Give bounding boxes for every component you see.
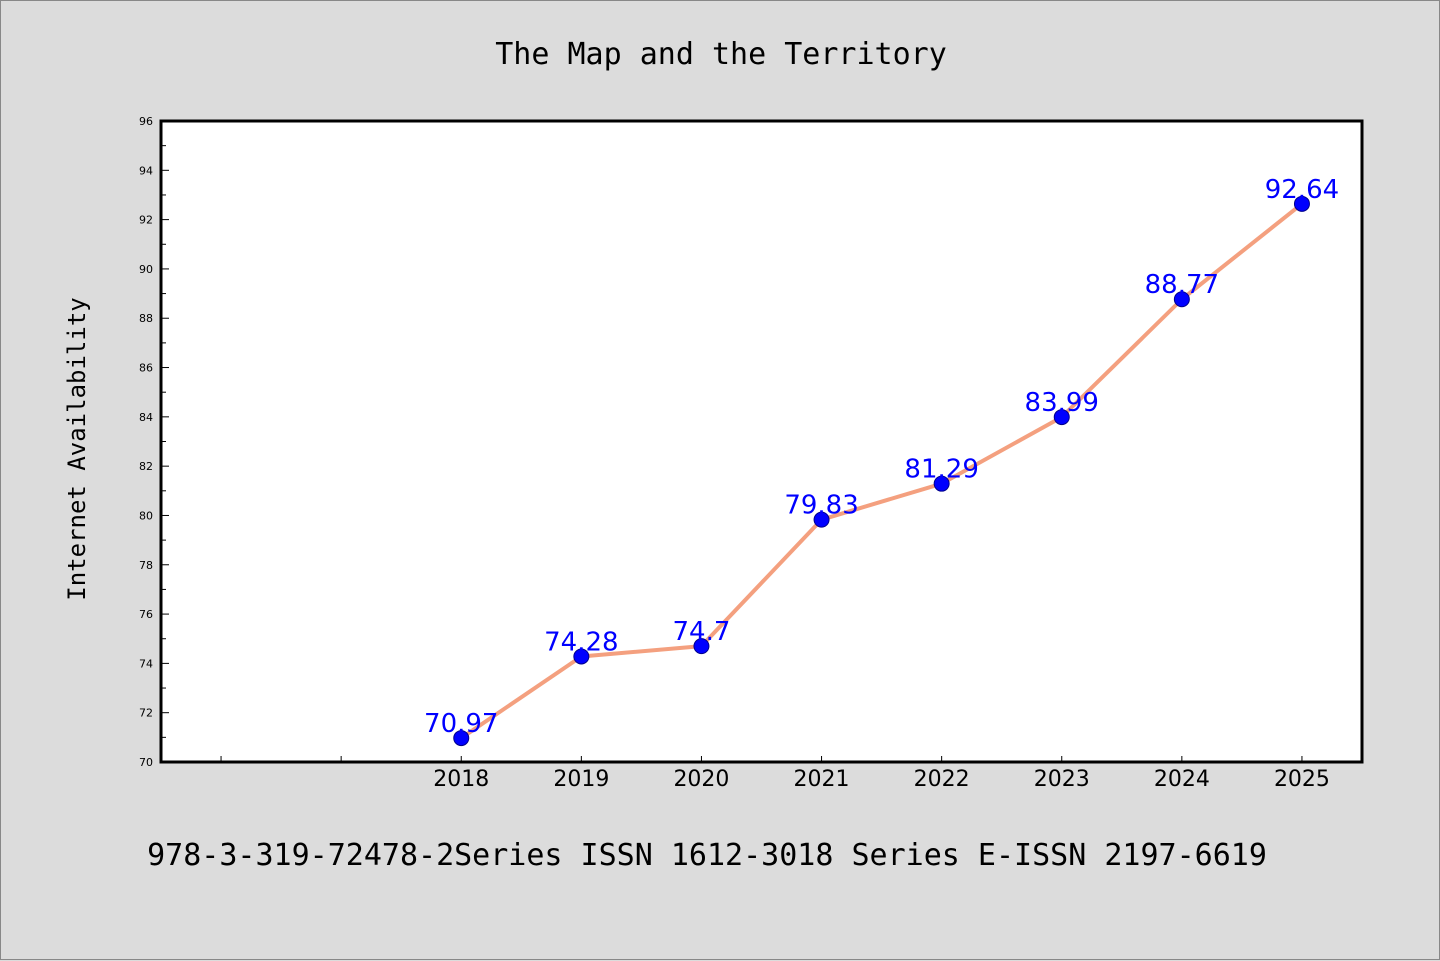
data-label: 74.7 — [673, 617, 731, 647]
data-label: 88.77 — [1145, 270, 1219, 300]
y-tick-label: 78 — [139, 559, 153, 572]
x-axis: 2018 2019 2020 2021 2022 2023 2024 2025 — [220, 756, 1330, 792]
data-label: 74.28 — [544, 627, 618, 657]
y-axis: 70 72 74 76 78 80 82 84 86 88 90 92 94 96 — [139, 115, 169, 769]
x-tick-label: 2022 — [914, 767, 970, 792]
plot-border — [159, 119, 1364, 764]
data-point-marker — [933, 475, 950, 492]
series-layer — [453, 195, 1310, 747]
chart-title: The Map and the Territory — [495, 37, 947, 72]
data-point-marker — [453, 730, 470, 747]
data-label: 79.83 — [784, 491, 858, 521]
data-point-marker — [1173, 291, 1190, 308]
y-tick-label: 80 — [139, 509, 153, 522]
data-label: 92.64 — [1265, 175, 1339, 205]
data-point-marker — [1293, 195, 1310, 212]
data-point-marker — [813, 511, 830, 528]
x-tick-label: 2024 — [1154, 767, 1210, 792]
y-tick-label: 76 — [139, 608, 153, 621]
y-tick-label: 94 — [139, 164, 153, 177]
x-tick-label: 2020 — [673, 767, 729, 792]
y-tick-label: 96 — [139, 115, 153, 128]
y-tick-label: 84 — [139, 411, 153, 424]
data-label: 83.99 — [1025, 388, 1099, 418]
y-tick-label: 92 — [139, 214, 153, 227]
y-tick-label: 72 — [139, 707, 153, 720]
x-tick-label: 2018 — [433, 767, 489, 792]
series-line — [460, 202, 1304, 740]
y-tick-label: 82 — [139, 460, 153, 473]
y-tick-label: 74 — [139, 657, 153, 670]
y-tick-label: 86 — [139, 362, 153, 375]
data-point-marker — [573, 648, 590, 665]
footer-isbn-text: 978-3-319-72478-2Series ISSN 1612-3018 S… — [147, 838, 1267, 873]
x-tick-label: 2021 — [794, 767, 850, 792]
y-axis-label: Internet Availability — [63, 297, 91, 600]
data-label: 81.29 — [904, 455, 978, 485]
y-tick-label: 88 — [139, 312, 153, 325]
y-tick-label: 70 — [139, 756, 153, 769]
data-point-marker — [1053, 409, 1070, 426]
plot-area — [161, 121, 1362, 762]
data-label: 70.97 — [424, 709, 498, 739]
data-label-layer: 70.97 74.28 74.7 79.83 81.29 83.99 88.77 92.64 — [424, 175, 1339, 739]
x-tick-label: 2019 — [553, 767, 609, 792]
x-tick-label: 2025 — [1274, 767, 1330, 792]
x-tick-label: 2023 — [1034, 767, 1090, 792]
y-tick-label: 90 — [139, 263, 153, 276]
data-point-marker — [693, 638, 710, 655]
